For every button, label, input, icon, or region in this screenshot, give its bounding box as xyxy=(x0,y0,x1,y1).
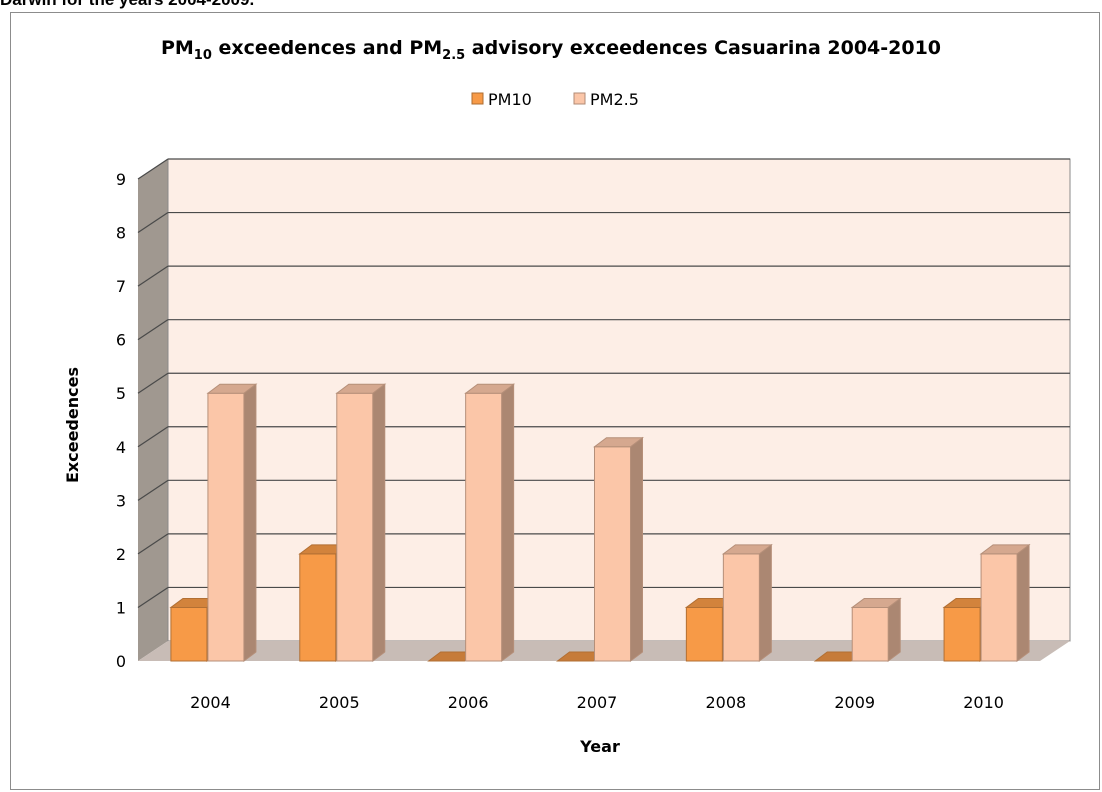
bar-pm25-2007 xyxy=(593,436,644,662)
y-tick-label: 2 xyxy=(116,545,126,564)
y-tick-label: 9 xyxy=(116,170,126,189)
legend-swatch-pm10 xyxy=(471,92,484,105)
bar-pm25-2009 xyxy=(850,597,902,662)
bar-pm25-2008 xyxy=(721,543,773,662)
x-tick-label-2006: 2006 xyxy=(448,693,489,712)
gridline-side xyxy=(137,426,169,448)
gridline-side xyxy=(137,265,169,287)
gridline-side xyxy=(137,586,169,608)
gridline-side xyxy=(137,533,169,555)
x-axis-title: Year xyxy=(579,737,620,756)
x-axis-ticks: 2004 2005 2006 2007 2008 2009 2010 xyxy=(190,693,1004,712)
legend-swatch-pm25 xyxy=(573,92,586,105)
gridline-side xyxy=(137,158,169,180)
plot-side-wall xyxy=(138,159,168,661)
y-tick-label: 0 xyxy=(116,652,126,671)
chart-title: PM10 exceedences and PM2.5 advisory exce… xyxy=(161,37,941,63)
legend-label-pm25: PM2.5 xyxy=(590,90,639,109)
chart-legend: PM10 PM2.5 xyxy=(471,90,639,109)
y-tick-label: 4 xyxy=(116,438,126,457)
y-axis-ticks: 0 1 2 3 4 5 6 7 8 9 xyxy=(116,170,126,671)
bar-pm25-2004 xyxy=(206,383,258,662)
bar-pm25-2005 xyxy=(335,383,387,662)
x-tick-label-2009: 2009 xyxy=(834,693,875,712)
y-tick-label: 3 xyxy=(116,491,126,510)
gridlines xyxy=(137,158,1070,608)
bar-pm25-2006 xyxy=(464,383,516,662)
x-tick-label-2004: 2004 xyxy=(190,693,231,712)
gridline-side xyxy=(137,212,169,234)
bars xyxy=(169,383,1031,662)
y-tick-label: 1 xyxy=(116,598,126,617)
y-tick-label: 7 xyxy=(116,277,126,296)
y-tick-label: 5 xyxy=(116,384,126,403)
bar-pm10-2010 xyxy=(942,597,994,662)
y-tick-label: 6 xyxy=(116,331,126,350)
x-tick-label-2008: 2008 xyxy=(705,693,746,712)
x-tick-label-2005: 2005 xyxy=(319,693,360,712)
gridline-side xyxy=(137,372,169,394)
y-axis-title: Exceedences xyxy=(63,367,82,483)
gridline-side xyxy=(137,479,169,501)
x-tick-label-2007: 2007 xyxy=(577,693,618,712)
gridline-side xyxy=(137,319,169,341)
legend-label-pm10: PM10 xyxy=(488,90,532,109)
y-tick-label: 8 xyxy=(116,224,126,243)
bar-pm25-2010 xyxy=(979,543,1031,662)
x-tick-label-2010: 2010 xyxy=(963,693,1004,712)
document-caption: Darwin for the years 2004-2009. xyxy=(0,0,254,10)
